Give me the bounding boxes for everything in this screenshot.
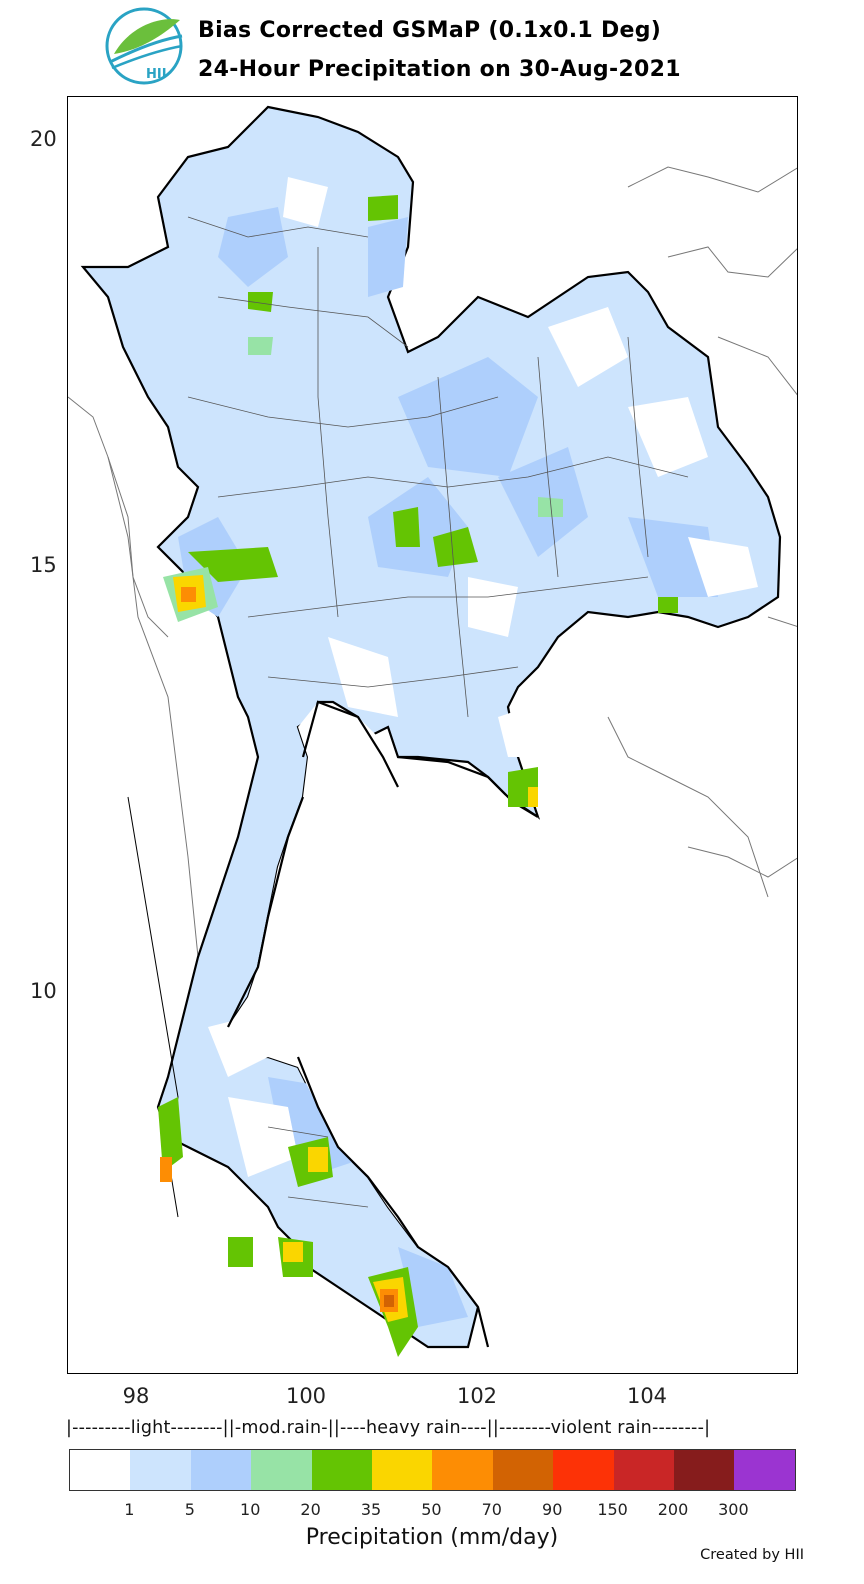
legend-color-cell	[70, 1450, 131, 1490]
legend-tick-label: 5	[184, 1500, 195, 1519]
legend-color-cell	[432, 1450, 493, 1490]
legend-color-cell	[190, 1450, 252, 1490]
legend-tick-label: 90	[542, 1500, 563, 1519]
legend-color-cell	[130, 1450, 191, 1490]
x-tick-label: 100	[285, 1384, 327, 1408]
legend-tick-label: 70	[481, 1500, 502, 1519]
legend-color-cell	[492, 1450, 554, 1490]
legend-tick-label: 10	[240, 1500, 261, 1519]
legend-tick-label: 20	[300, 1500, 321, 1519]
legend-color-cell	[371, 1450, 433, 1490]
hii-logo: HII	[100, 6, 188, 86]
y-tick-label: 15	[30, 553, 57, 577]
legend-color-cell	[311, 1450, 372, 1490]
legend-color-cell	[734, 1450, 795, 1490]
legend-color-cell	[553, 1450, 614, 1490]
precipitation-map	[67, 96, 798, 1374]
legend-axis-title: Precipitation (mm/day)	[305, 1525, 559, 1550]
x-tick-label: 98	[122, 1384, 150, 1408]
x-tick-label: 102	[456, 1384, 498, 1408]
svg-text:HII: HII	[146, 67, 167, 82]
legend-category-line: |---------light--------||-mod.rain-||---…	[66, 1418, 711, 1438]
legend-color-cell	[251, 1450, 312, 1490]
legend-tick-label: 35	[360, 1500, 382, 1519]
legend-color-cell	[613, 1450, 674, 1490]
legend-color-cell	[673, 1450, 735, 1490]
chart-subtitle: 24-Hour Precipitation on 30-Aug-2021	[198, 57, 681, 82]
legend-tick-label: 200	[657, 1500, 689, 1519]
legend-tick-label: 1	[124, 1500, 135, 1519]
legend-tick-label: 300	[718, 1500, 749, 1519]
credit-text: Created by HII	[700, 1547, 804, 1563]
x-tick-label: 104	[626, 1384, 668, 1408]
legend-tick-label: 50	[421, 1500, 442, 1519]
chart-title: Bias Corrected GSMaP (0.1x0.1 Deg)	[198, 18, 662, 43]
legend-tick-label: 150	[597, 1500, 628, 1519]
y-tick-label: 20	[30, 127, 57, 151]
y-tick-label: 10	[30, 979, 57, 1003]
legend-colorbar	[69, 1449, 796, 1491]
map-canvas	[68, 105, 797, 1373]
